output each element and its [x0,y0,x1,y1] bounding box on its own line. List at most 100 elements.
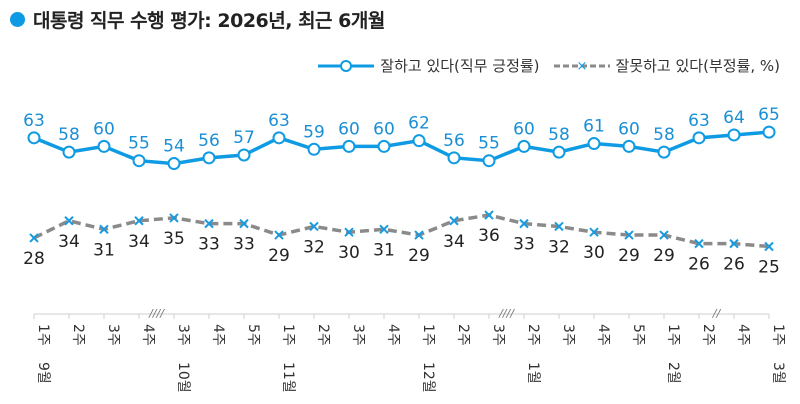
x-month-label: 12월 [420,362,436,393]
legend-negative-line-icon: × [553,59,610,73]
x-tick-label: 1주 [280,324,296,346]
positive-data-label: 55 [478,134,500,154]
positive-data-label: 58 [653,125,675,145]
svg-text:×: × [576,59,587,73]
x-tick-label: 4주 [385,324,401,346]
legend-item-positive: 잘하고 있다(직무 긍정률) [318,55,540,76]
positive-point-marker [377,139,391,153]
negative-data-label: 36 [478,226,500,246]
x-tick-label: 1주 [420,324,436,346]
positive-point-marker [27,131,41,145]
negative-data-label: 35 [163,229,185,249]
positive-data-label: 59 [303,122,325,142]
positive-point-marker [202,151,216,165]
positive-data-label: 60 [93,119,115,139]
positive-series-line [33,130,770,166]
positive-data-label: 58 [58,125,80,145]
positive-data-label: 60 [513,119,535,139]
negative-point-marker [554,221,564,232]
negative-data-label: 33 [513,235,535,255]
legend-positive-line-icon [318,59,375,72]
x-tick-label: 4주 [140,324,156,346]
negative-data-label: 29 [618,246,640,266]
negative-data-label: 30 [583,243,605,263]
negative-data-label: 29 [653,246,675,266]
axis-break-mark: //// [498,307,515,320]
x-tick-label: 1주 [665,324,681,346]
axis-break-mark: // [712,307,722,320]
legend-positive-label: 잘하고 있다(직무 긍정률) [380,57,540,75]
negative-point-marker [764,241,774,252]
negative-data-label: 34 [58,232,80,252]
positive-data-label: 64 [723,108,745,128]
negative-data-label: 33 [233,235,255,255]
negative-point-marker [134,216,144,226]
x-tick-label: 2주 [70,324,86,346]
negative-point-marker [274,230,284,240]
chart-title-text: 대통령 직무 수행 평가: 2026년, 최근 6개월 [33,10,385,32]
negative-point-marker [449,216,459,226]
negative-data-label: 31 [373,240,395,260]
axis-break-mark: //// [148,307,165,320]
legend-item-negative: × 잘못하고 있다(부정률, %) [553,55,780,76]
negative-data-label: 32 [303,237,325,257]
positive-data-label: 60 [338,119,360,139]
x-tick-label: 2주 [700,324,716,346]
positive-data-label: 58 [548,125,570,145]
positive-data-label: 56 [443,131,465,151]
positive-data-label: 60 [373,119,395,139]
x-tick-label: 4주 [595,324,611,346]
negative-point-marker [624,230,634,240]
positive-data-label: 57 [233,128,255,148]
negative-data-label: 33 [198,235,220,255]
negative-data-label: 34 [443,232,465,252]
x-tick-label: 2주 [315,324,331,346]
x-tick-label: 3주 [490,324,506,346]
negative-point-marker [239,218,249,229]
negative-point-marker [659,230,669,240]
positive-point-marker [307,142,321,156]
x-month-label: 1월 [525,362,541,384]
negative-data-label: 34 [128,232,150,252]
positive-point-marker [167,157,181,171]
positive-point-marker [762,125,776,139]
positive-data-label: 56 [198,131,220,151]
positive-point-marker [447,151,461,165]
negative-point-marker [99,224,109,235]
positive-data-label: 63 [268,111,290,131]
positive-point-marker [552,145,566,159]
positive-data-label: 55 [128,134,150,154]
negative-data-label: 29 [408,246,430,266]
negative-point-marker [64,216,74,226]
positive-point-marker [482,154,496,168]
x-tick-label: 3주 [350,324,366,346]
positive-point-marker [517,139,531,153]
negative-data-label: 29 [268,246,290,266]
positive-data-label: 62 [408,114,430,134]
positive-data-label: 60 [618,119,640,139]
legend-negative-label: 잘못하고 있다(부정률, %) [615,57,780,75]
negative-point-marker [379,224,389,235]
x-tick-label: 2주 [525,324,541,346]
x-month-label: 9월 [35,362,51,384]
positive-data-label: 54 [163,137,185,157]
positive-data-label: 63 [23,111,45,131]
negative-point-marker [694,238,704,249]
positive-point-marker [237,148,251,162]
negative-point-marker [589,227,599,237]
x-tick-label: 1주 [770,324,786,346]
negative-data-label: 26 [723,255,745,275]
positive-point-marker [727,128,741,142]
chart-title: 대통령 직무 수행 평가: 2026년, 최근 6개월 [10,6,385,33]
title-bullet-icon [10,12,25,27]
x-tick-label: 3주 [105,324,121,346]
negative-data-label: 28 [23,249,45,269]
negative-point-marker [519,218,529,229]
negative-data-label: 32 [548,237,570,257]
x-tick-label: 5주 [630,324,646,346]
positive-point-marker [657,145,671,159]
negative-point-marker [309,221,319,232]
negative-point-marker [344,227,354,237]
positive-point-marker [692,131,706,145]
x-month-label: 11월 [280,362,296,393]
